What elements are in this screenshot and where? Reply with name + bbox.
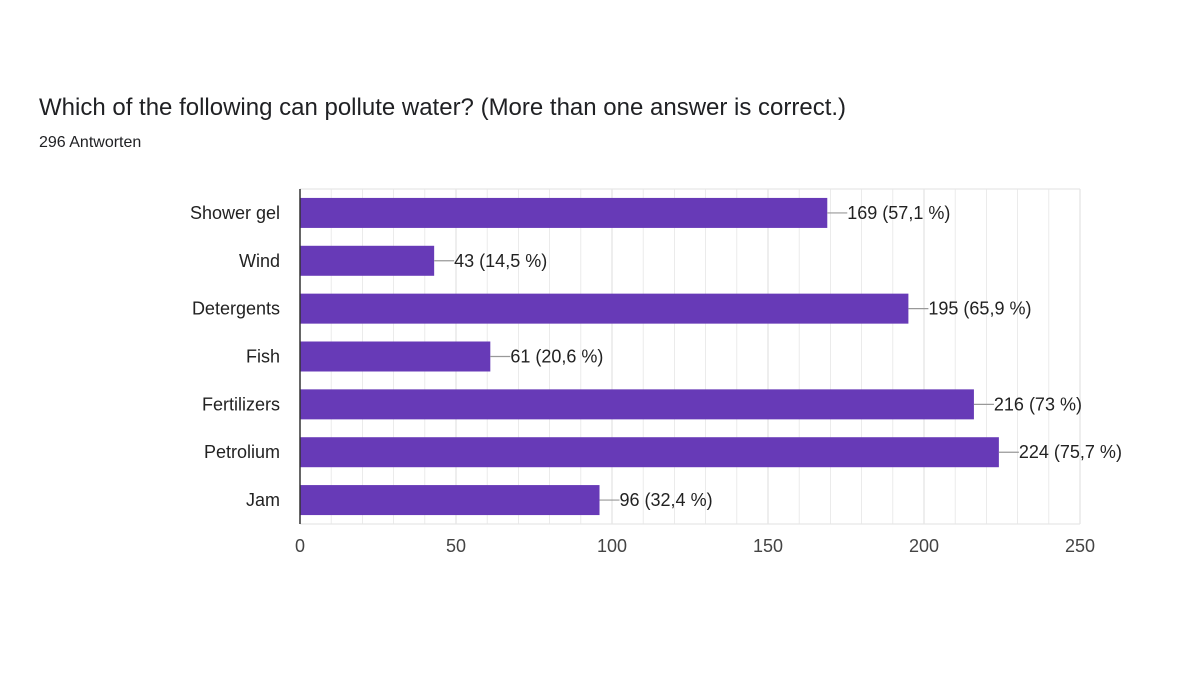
bar [300,293,909,324]
bar [300,245,435,276]
bar [300,389,974,420]
question-title: Which of the following can pollute water… [39,94,847,121]
data-label: 96 (32,4 %) [620,490,713,510]
category-label: Wind [239,251,280,271]
data-label: 216 (73 %) [994,394,1082,414]
category-label: Jam [246,490,280,510]
x-tick-label: 150 [753,536,783,556]
category-label: Shower gel [190,203,280,223]
bar-layer [300,197,999,516]
data-label: 43 (14,5 %) [454,251,547,271]
axis-layer: 0 50 100 150 200 250 [295,189,1095,556]
x-tick-label: 250 [1065,536,1095,556]
data-label: 224 (75,7 %) [1019,442,1122,462]
category-label: Fish [246,347,280,367]
category-label: Petrolium [204,442,280,462]
data-label: 61 (20,6 %) [510,347,603,367]
bar [300,197,828,228]
data-label: 195 (65,9 %) [928,299,1031,319]
category-label: Detergents [192,299,280,319]
x-tick-label: 100 [597,536,627,556]
bar [300,437,999,468]
bar [300,485,600,516]
bar [300,341,491,372]
x-tick-label: 0 [295,536,305,556]
x-tick-label: 200 [909,536,939,556]
label-layer: Shower gel 169 (57,1 %) Wind 43 (14,5 %) Det… [190,203,1122,510]
category-label: Fertilizers [202,394,280,414]
data-label: 169 (57,1 %) [847,203,950,223]
x-tick-label: 50 [446,536,466,556]
response-count: 296 Antworten [39,134,142,151]
